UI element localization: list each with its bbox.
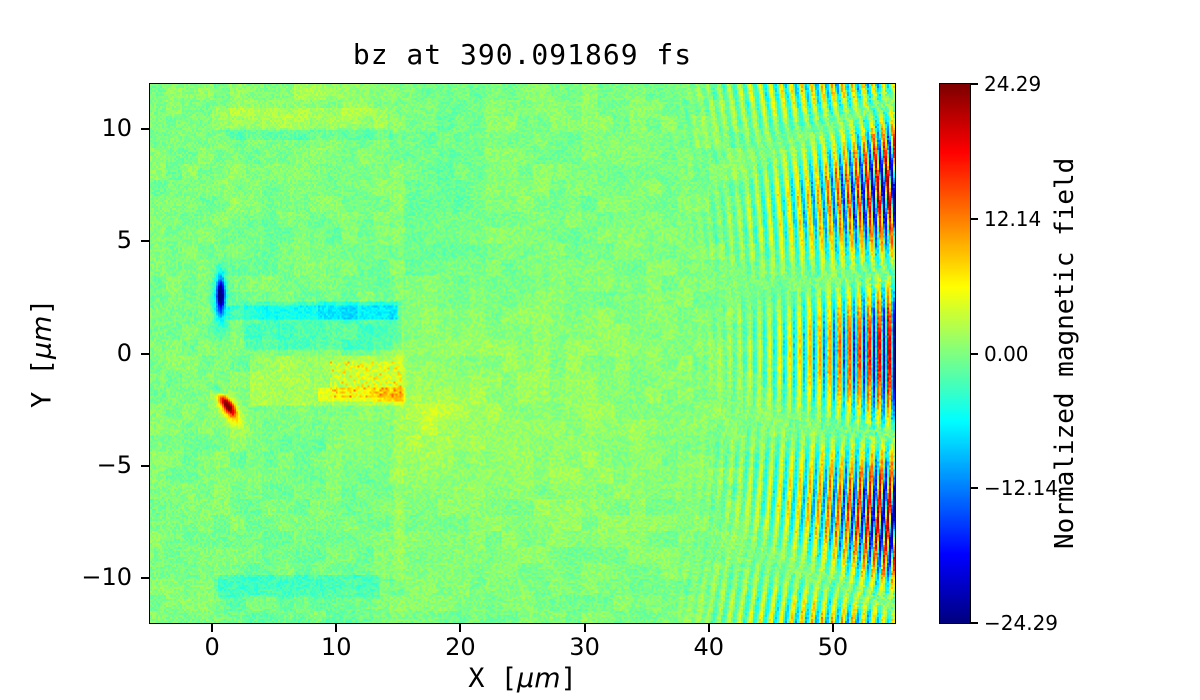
colorbar-label: Normalized magnetic field [1050, 157, 1080, 550]
colorbar-tick-mark [971, 352, 978, 355]
x-tick-label: 0 [204, 633, 220, 661]
colorbar-tick-label: 0.00 [984, 341, 1029, 366]
x-tick-label: 50 [817, 633, 849, 661]
colorbar-tick-mark [971, 217, 978, 220]
y-tick-mark [141, 127, 149, 130]
y-tick-mark [141, 464, 149, 467]
x-tick-mark [459, 624, 462, 632]
y-tick-label: 5 [116, 226, 132, 255]
x-tick-mark [707, 624, 710, 632]
y-tick-label: −10 [81, 563, 132, 592]
x-tick-mark [335, 624, 338, 632]
x-tick-mark [211, 624, 214, 632]
y-tick-label: 0 [116, 338, 132, 367]
y-tick-label: 10 [101, 113, 132, 142]
x-tick-label: 10 [320, 633, 352, 661]
x-axis-label-pre: X [ [468, 663, 518, 694]
x-tick-label: 30 [569, 633, 600, 661]
y-tick-mark [141, 577, 149, 580]
y-tick-mark [141, 240, 149, 243]
x-axis-label-post: ] [560, 663, 577, 694]
x-tick-mark [583, 624, 586, 632]
x-axis-label-mu: μm [517, 663, 561, 694]
heatmap-canvas [150, 84, 895, 623]
chart-title: bz at 390.091869 fs [352, 38, 693, 71]
colorbar-tick-label: 24.29 [984, 72, 1042, 96]
y-tick-label: −5 [96, 450, 132, 479]
colorbar-tick-label: −12.14 [984, 476, 1059, 501]
heatmap-plot [149, 83, 896, 624]
colorbar-canvas [940, 84, 970, 623]
colorbar-tick-mark [971, 83, 978, 85]
x-tick-label: 20 [445, 633, 476, 661]
x-axis-label: X [μm] [150, 663, 895, 694]
colorbar-tick-label: −24.29 [984, 611, 1059, 635]
y-tick-mark [141, 352, 149, 355]
colorbar-tick-label: 12.14 [984, 206, 1042, 231]
colorbar-tick-mark [971, 622, 978, 624]
y-axis-label-post: ] [26, 299, 58, 316]
colorbar-tick-mark [971, 487, 978, 490]
colorbar [939, 83, 971, 624]
x-tick-mark [831, 624, 834, 632]
x-tick-label: 40 [693, 633, 725, 661]
